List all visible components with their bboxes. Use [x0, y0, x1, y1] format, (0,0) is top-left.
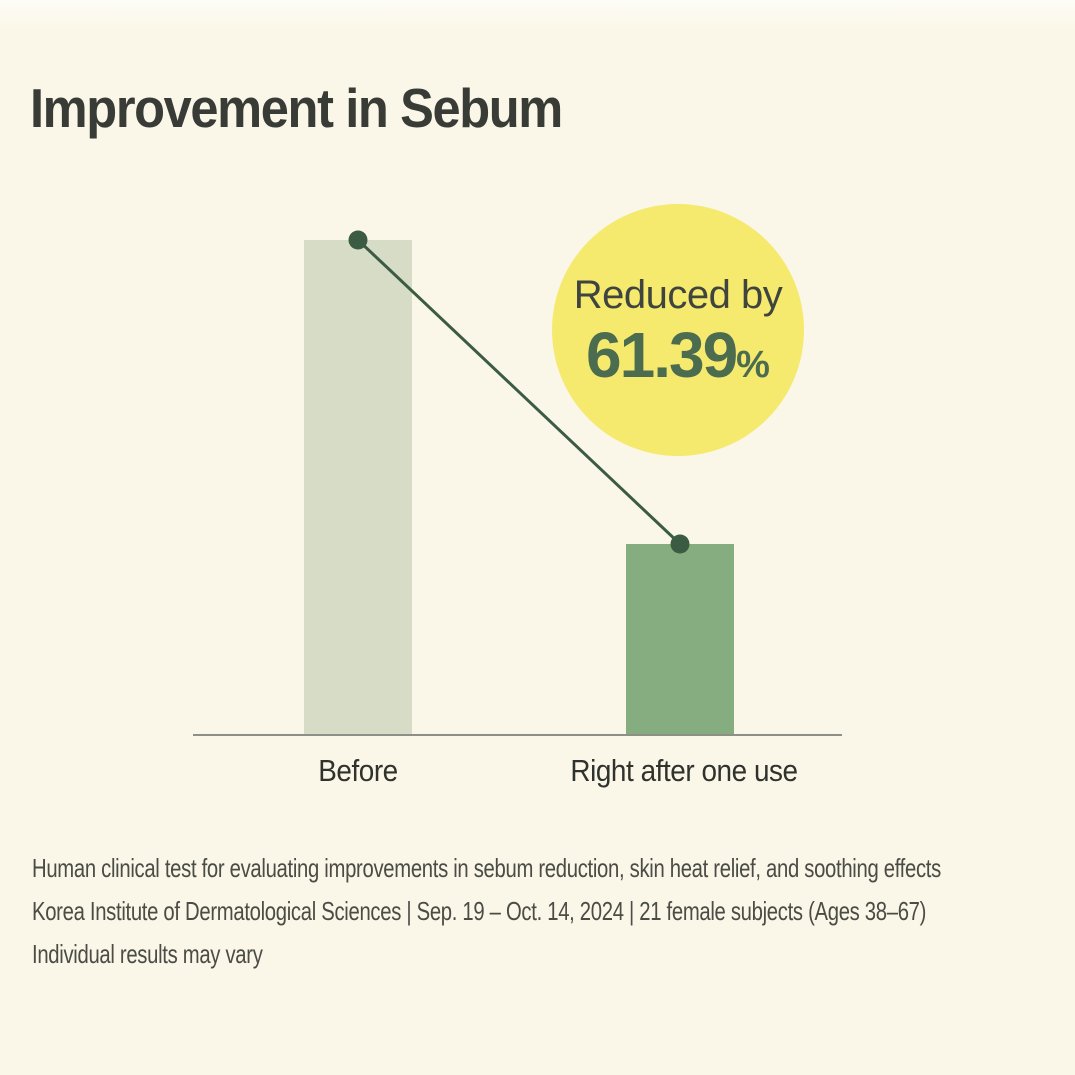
footnote-line-1: Human clinical test for evaluating impro… [32, 853, 941, 883]
footnotes: Human clinical test for evaluating impro… [32, 847, 1052, 976]
top-fade-strip [0, 0, 1075, 30]
footnote-line-2: Korea Institute of Dermatological Scienc… [32, 896, 927, 926]
badge-value-row: 61.39% [586, 323, 770, 387]
page-title: Improvement in Sebum [30, 77, 563, 139]
bar-after [626, 544, 734, 735]
x-label-after: Right after one use [570, 753, 798, 788]
badge-label: Reduced by [573, 273, 783, 317]
badge-value: 61.39 [586, 319, 738, 391]
reduction-badge: Reduced by 61.39% [552, 204, 804, 456]
footnote-line-3: Individual results may vary [32, 939, 263, 969]
badge-unit: % [736, 344, 770, 386]
bar-before [304, 240, 412, 735]
x-label-before: Before [318, 753, 398, 788]
x-axis-line [193, 734, 842, 736]
